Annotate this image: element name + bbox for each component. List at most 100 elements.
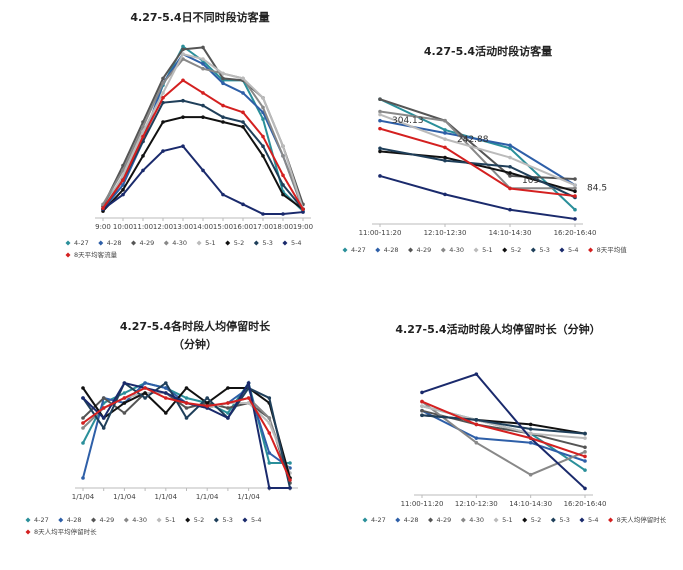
point (378, 174, 382, 178)
point (281, 144, 285, 149)
data-label: 242.88 (457, 135, 489, 145)
point (573, 207, 577, 212)
legend-marker (608, 517, 614, 523)
point (143, 386, 147, 390)
series-line (421, 372, 586, 490)
point (122, 381, 127, 385)
point (201, 103, 205, 108)
point (288, 478, 292, 482)
point (184, 396, 189, 400)
point (226, 416, 230, 420)
point (161, 95, 165, 100)
point (241, 202, 245, 207)
point (474, 422, 479, 427)
legend-marker (530, 247, 536, 253)
legend-marker (131, 240, 137, 246)
point (121, 187, 125, 192)
legend-label: 4-30 (469, 516, 484, 524)
legend-marker (375, 247, 381, 253)
point (508, 164, 512, 169)
point (205, 396, 209, 400)
point (161, 100, 165, 105)
x-tick-label: 9:00 (95, 223, 111, 231)
x-tick-label: 15:00 (213, 223, 233, 231)
point (226, 406, 230, 410)
point (181, 115, 185, 119)
point (101, 426, 106, 430)
point (281, 212, 285, 216)
x-tick-label: 11:00-11:20 (401, 500, 444, 508)
point (267, 396, 272, 400)
point (181, 57, 185, 61)
point (221, 76, 225, 81)
legend-label: 5-3 (559, 516, 570, 524)
point (420, 408, 424, 413)
legend-label: 4-27 (74, 239, 89, 247)
point (420, 413, 424, 418)
point (508, 143, 512, 148)
point (205, 404, 209, 408)
point (508, 146, 512, 151)
legend-label: 5-3 (222, 516, 233, 524)
point (443, 158, 447, 163)
point (246, 381, 251, 385)
x-tick-label: 1/1/04 (155, 493, 178, 501)
point (181, 78, 185, 83)
point (573, 177, 577, 181)
legend-marker (25, 529, 31, 535)
legend-label: 5-2 (194, 516, 205, 524)
legend-label: 4-30 (449, 246, 464, 254)
point (573, 189, 577, 194)
point (81, 426, 85, 430)
point (281, 192, 285, 197)
legend-marker (440, 247, 446, 253)
point (122, 401, 127, 405)
x-tick-label: 12:10-12:30 (455, 500, 498, 508)
point (241, 76, 245, 81)
point (301, 210, 305, 214)
point (443, 128, 447, 132)
point (81, 396, 85, 400)
point (164, 391, 168, 395)
x-tick-label: 16:20-16:40 (554, 229, 597, 237)
point (201, 115, 205, 119)
chart-title: 4.27-5.4活动时段访客量 (424, 44, 552, 58)
series-line (379, 110, 575, 190)
point (141, 168, 145, 173)
point (261, 154, 265, 158)
point (101, 416, 106, 420)
point (122, 391, 127, 395)
point (221, 71, 225, 76)
point (583, 445, 587, 450)
legend-marker (522, 517, 528, 523)
point (583, 450, 587, 454)
legend-label: 4-28 (384, 246, 399, 254)
x-tick-label: 1/1/04 (113, 493, 136, 501)
point (121, 183, 125, 187)
series-line (102, 44, 304, 212)
point (573, 194, 577, 198)
point (221, 81, 225, 86)
point (101, 206, 105, 210)
legend-label: 4-27 (371, 516, 386, 524)
point (508, 207, 512, 212)
legend-label: 4-28 (107, 239, 122, 247)
legend-marker (163, 240, 169, 246)
point (184, 401, 189, 405)
point (378, 149, 382, 154)
legend-label: 4-29 (140, 239, 155, 247)
point (378, 118, 382, 123)
point (181, 144, 185, 149)
legend-marker (588, 247, 594, 253)
chart-title: 4.27-5.4各时段人均停留时长 (120, 319, 271, 333)
series-line (421, 414, 586, 435)
point (81, 441, 85, 445)
legend-label: 5-1 (482, 246, 493, 254)
series-line (421, 409, 586, 462)
point (226, 386, 230, 390)
series-line (379, 147, 576, 199)
point (122, 396, 127, 400)
point (267, 416, 272, 420)
chart-title: （分钟） (173, 337, 217, 351)
